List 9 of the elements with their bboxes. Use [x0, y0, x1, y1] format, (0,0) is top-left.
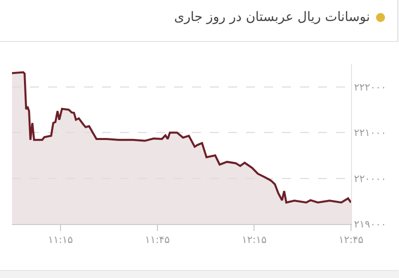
chart-title: نوسانات ریال عربستان در روز جاری	[174, 10, 370, 25]
x-tick-label: ۱۱:۴۵	[144, 235, 170, 246]
y-tick-label: ۲۲۱۰۰۰	[354, 128, 386, 140]
y-tick-label: ۲۲۰۰۰۰	[354, 174, 386, 185]
x-tick-label: ۱۲:۴۵	[338, 235, 364, 246]
y-tick-label: ۲۲۲۰۰۰	[354, 82, 386, 94]
y-tick-label: ۲۱۹۰۰۰	[354, 220, 386, 230]
x-tick-label: ۱۲:۱۵	[242, 235, 267, 246]
x-tick-label: ۱۱:۱۵	[48, 235, 73, 246]
